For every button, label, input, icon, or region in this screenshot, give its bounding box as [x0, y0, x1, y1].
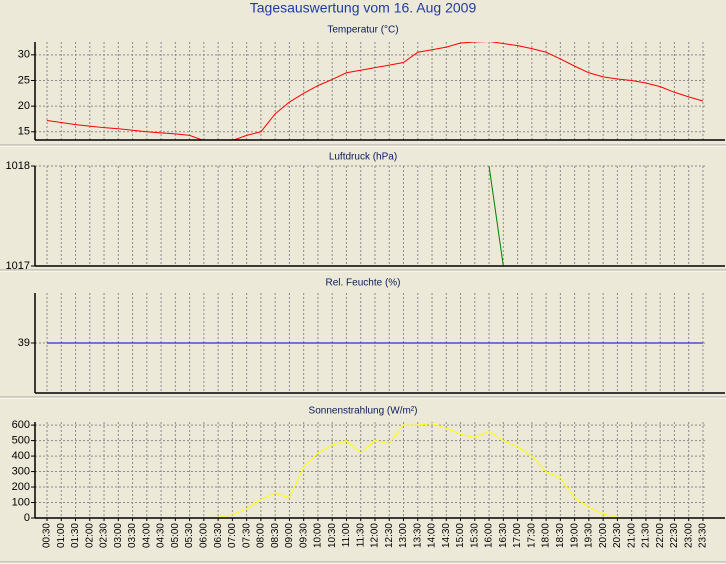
x-tick-label: 05:00	[170, 523, 181, 548]
x-tick-label: 07:30	[241, 523, 252, 548]
x-tick-label: 12:30	[384, 523, 395, 548]
x-tick-label: 14:30	[441, 523, 452, 548]
plot-area	[35, 42, 705, 140]
x-tick-label: 20:30	[612, 523, 623, 548]
x-tick-label: 08:00	[256, 523, 267, 548]
x-tick-label: 17:30	[526, 523, 537, 548]
series-group	[203, 423, 618, 518]
x-tick-label: 10:30	[327, 523, 338, 548]
panel-title: Temperatur (°C)	[327, 25, 398, 36]
data-line	[488, 166, 504, 266]
x-tick-label: 16:30	[498, 523, 509, 548]
plot-area	[35, 166, 705, 266]
x-tick-label: 23:00	[683, 523, 694, 548]
x-tick-label: 11:30	[355, 523, 366, 548]
x-tick-label: 12:00	[370, 523, 381, 548]
y-tick-label: 1018	[6, 160, 30, 172]
x-tick-label: 02:00	[84, 523, 95, 548]
y-tick-label: 100	[12, 496, 30, 508]
x-tick-label: 04:00	[141, 523, 152, 548]
panel-title: Rel. Feuchte (%)	[325, 278, 400, 289]
x-tick-label: 18:30	[555, 523, 566, 548]
data-line	[46, 42, 704, 140]
y-tick-label: 200	[12, 481, 30, 493]
x-tick-label: 08:30	[270, 523, 281, 548]
series-group	[46, 42, 704, 140]
x-tick-label: 07:00	[227, 523, 238, 548]
x-tick-label: 00:30	[42, 523, 53, 548]
y-tick-label: 39	[18, 337, 30, 349]
y-tick-label: 30	[18, 49, 30, 61]
x-tick-label: 06:30	[213, 523, 224, 548]
x-tick-label: 10:00	[313, 523, 324, 548]
panel-title: Luftdruck (hPa)	[329, 152, 397, 163]
x-tick-label: 20:00	[598, 523, 609, 548]
y-tick-label: 1017	[6, 260, 30, 272]
y-tick-label: 0	[24, 512, 30, 524]
series-group	[488, 166, 504, 266]
y-tick-label: 400	[12, 450, 30, 462]
x-tick-label: 05:30	[184, 523, 195, 548]
x-tick-label: 19:30	[584, 523, 595, 548]
y-tick-label: 500	[12, 434, 30, 446]
x-tick-label: 15:00	[455, 523, 466, 548]
x-tick-label: 03:30	[127, 523, 138, 548]
y-tick-label: 25	[18, 74, 30, 86]
y-tick-label: 600	[12, 419, 30, 431]
x-tick-label: 03:00	[113, 523, 124, 548]
x-tick-label: 13:00	[398, 523, 409, 548]
x-tick-label: 17:00	[512, 523, 523, 548]
y-tick-label: 300	[12, 465, 30, 477]
x-tick-label: 18:00	[541, 523, 552, 548]
x-tick-label: 11:00	[341, 523, 352, 548]
x-tick-label: 13:30	[412, 523, 423, 548]
x-tick-label: 09:30	[298, 523, 309, 548]
y-tick-label: 20	[18, 100, 30, 112]
x-tick-label: 19:00	[569, 523, 580, 548]
x-tick-label: 16:00	[484, 523, 495, 548]
x-tick-label: 02:30	[99, 523, 110, 548]
x-tick-label: 04:30	[156, 523, 167, 548]
y-tick-label: 15	[18, 126, 30, 138]
x-tick-label: 06:00	[199, 523, 210, 548]
x-tick-label: 01:30	[70, 523, 81, 548]
x-tick-label: 01:00	[56, 523, 67, 548]
x-tick-label: 15:30	[469, 523, 480, 548]
x-tick-label: 22:30	[669, 523, 680, 548]
x-tick-label: 21:00	[626, 523, 637, 548]
plot-area	[35, 422, 705, 518]
x-tick-label: 22:00	[655, 523, 666, 548]
data-line	[203, 423, 618, 518]
panel-title: Sonnenstrahlung (W/m²)	[309, 406, 418, 417]
x-tick-label: 23:30	[698, 523, 709, 548]
x-tick-label: 14:00	[427, 523, 438, 548]
x-tick-label: 21:30	[641, 523, 652, 548]
x-tick-label: 09:00	[284, 523, 295, 548]
page-title: Tagesauswertung vom 16. Aug 2009	[250, 0, 477, 16]
